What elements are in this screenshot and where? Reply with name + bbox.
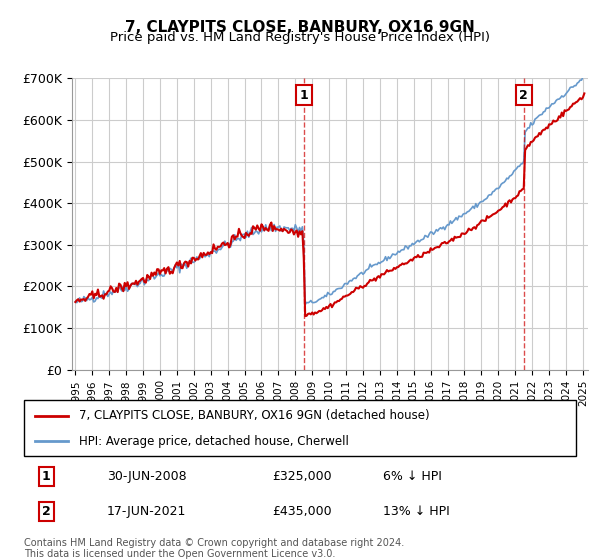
Text: 17-JUN-2021: 17-JUN-2021 [107, 505, 186, 518]
Text: £325,000: £325,000 [272, 470, 332, 483]
Text: Contains HM Land Registry data © Crown copyright and database right 2024.
This d: Contains HM Land Registry data © Crown c… [24, 538, 404, 559]
7, CLAYPITS CLOSE, BANBURY, OX16 9GN (detached house) [440, 240, 447, 246]
Text: HPI: Average price, detached house, Cherwell: HPI: Average price, detached house, Cher… [79, 435, 349, 448]
Text: Price paid vs. HM Land Registry's House Price Index (HPI): Price paid vs. HM Land Registry's House … [110, 31, 490, 44]
Text: 13% ↓ HPI: 13% ↓ HPI [383, 505, 449, 518]
HPI: Average price, detached house, Cherwell: (2.02e+03, 3.43e+05): Average price, detached house, Cherwell:… [440, 223, 447, 230]
HPI: Average price, detached house, Cherwell: (2.02e+03, 3.65e+05): Average price, detached house, Cherwell:… [452, 214, 460, 221]
HPI: Average price, detached house, Cherwell: (2.01e+03, 1.95e+05): Average price, detached house, Cherwell:… [337, 285, 344, 292]
HPI: Average price, detached house, Cherwell: (2.02e+03, 4.88e+05): Average price, detached house, Cherwell:… [514, 163, 521, 170]
7, CLAYPITS CLOSE, BANBURY, OX16 9GN (detached house) [248, 231, 255, 237]
HPI: Average price, detached house, Cherwell: (2.01e+03, 3.41e+05): Average price, detached house, Cherwell:… [248, 224, 255, 231]
Text: 1: 1 [299, 88, 308, 101]
Text: 1: 1 [42, 470, 50, 483]
7, CLAYPITS CLOSE, BANBURY, OX16 9GN (detached house) [337, 296, 344, 303]
7, CLAYPITS CLOSE, BANBURY, OX16 9GN (detached house) [514, 192, 521, 199]
7, CLAYPITS CLOSE, BANBURY, OX16 9GN (detached house) [452, 234, 460, 241]
Text: 2: 2 [42, 505, 50, 518]
Text: 7, CLAYPITS CLOSE, BANBURY, OX16 9GN: 7, CLAYPITS CLOSE, BANBURY, OX16 9GN [125, 20, 475, 35]
7, CLAYPITS CLOSE, BANBURY, OX16 9GN (detached house) [581, 90, 588, 97]
HPI: Average price, detached house, Cherwell: (2.01e+03, 1.56e+05): Average price, detached house, Cherwell:… [302, 301, 309, 308]
HPI: Average price, detached house, Cherwell: (2e+03, 1.64e+05): Average price, detached house, Cherwell:… [72, 298, 79, 305]
Text: 7, CLAYPITS CLOSE, BANBURY, OX16 9GN (detached house): 7, CLAYPITS CLOSE, BANBURY, OX16 9GN (de… [79, 409, 430, 422]
7, CLAYPITS CLOSE, BANBURY, OX16 9GN (detached house) [302, 312, 309, 319]
HPI: Average price, detached house, Cherwell: (2.02e+03, 3.56e+05): Average price, detached house, Cherwell:… [449, 218, 457, 225]
7, CLAYPITS CLOSE, BANBURY, OX16 9GN (detached house) [72, 298, 79, 305]
Text: 2: 2 [520, 88, 528, 101]
FancyBboxPatch shape [24, 400, 576, 456]
7, CLAYPITS CLOSE, BANBURY, OX16 9GN (detached house) [449, 237, 457, 244]
Line: 7, CLAYPITS CLOSE, BANBURY, OX16 9GN (detached house): 7, CLAYPITS CLOSE, BANBURY, OX16 9GN (de… [76, 94, 584, 316]
Text: 6% ↓ HPI: 6% ↓ HPI [383, 470, 442, 483]
Text: 30-JUN-2008: 30-JUN-2008 [107, 470, 187, 483]
Line: HPI: Average price, detached house, Cherwell: HPI: Average price, detached house, Cher… [76, 74, 584, 305]
HPI: Average price, detached house, Cherwell: (2.03e+03, 7.1e+05): Average price, detached house, Cherwell:… [581, 71, 588, 78]
Text: £435,000: £435,000 [272, 505, 332, 518]
